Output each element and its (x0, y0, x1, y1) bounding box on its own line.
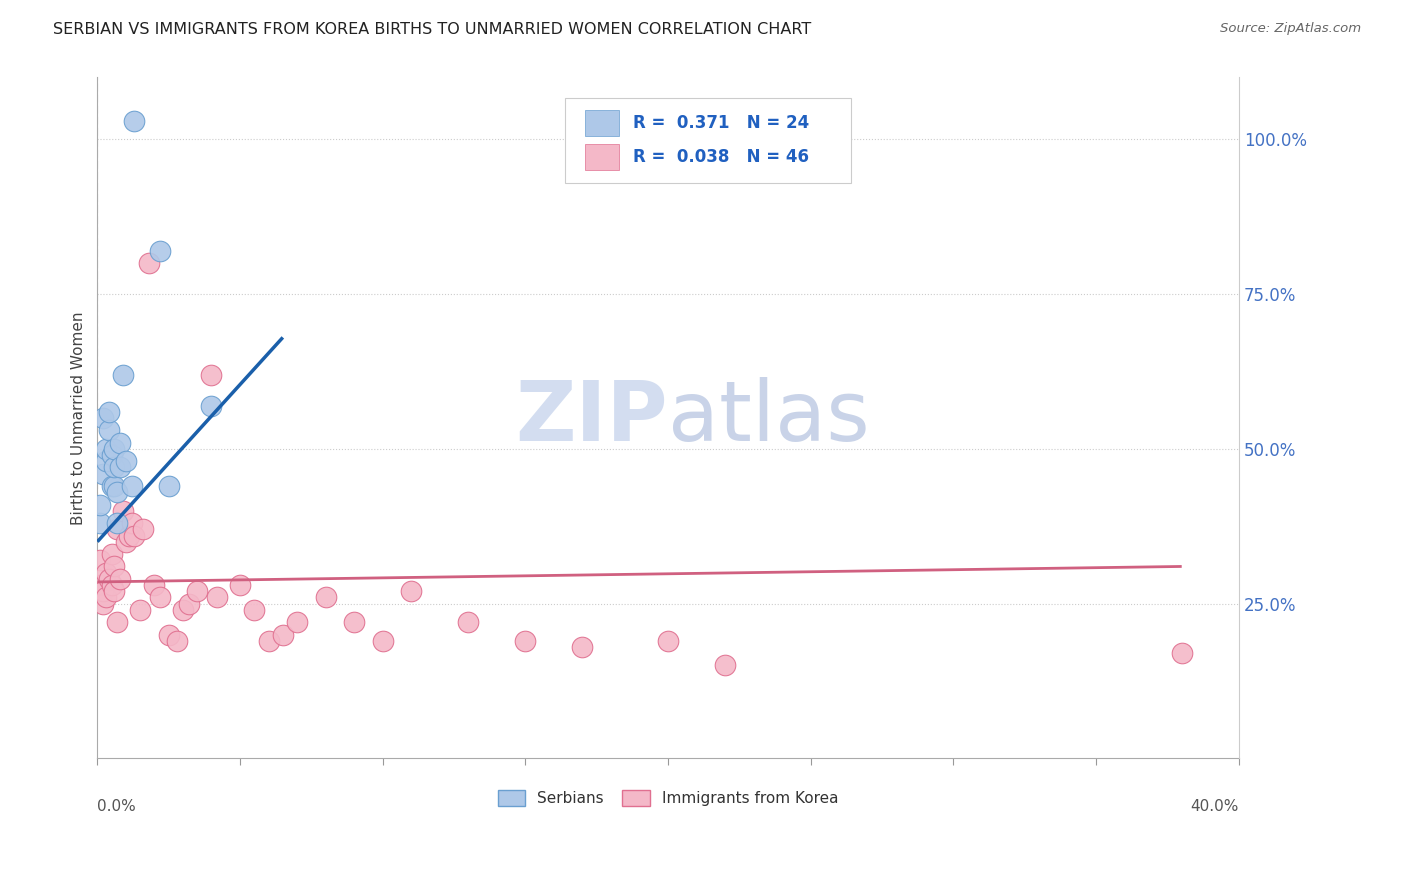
Point (343, 615, 366, 629)
Point (124, 113, 146, 128)
Text: atlas: atlas (668, 377, 870, 458)
Point (166, 633, 188, 648)
Point (100, 479, 122, 493)
Point (89, 516, 111, 530)
Bar (585, 145, 619, 170)
Point (89, 553, 111, 567)
Point (103, 584, 125, 599)
Text: 0.0%: 0.0% (97, 799, 136, 814)
Point (149, 244, 172, 258)
Point (371, 633, 394, 648)
Point (91, 410, 114, 425)
Legend: Serbians, Immigrants from Korea: Serbians, Immigrants from Korea (492, 784, 845, 812)
Point (94, 454, 117, 468)
Point (103, 442, 125, 456)
Point (121, 479, 143, 493)
Point (112, 504, 135, 518)
Point (315, 591, 337, 605)
Point (89, 498, 111, 512)
Point (103, 559, 125, 574)
Point (515, 633, 537, 648)
Point (97, 423, 120, 437)
Point (108, 435, 131, 450)
Point (657, 633, 679, 648)
Point (200, 399, 222, 413)
Point (177, 597, 200, 611)
Point (143, 578, 166, 592)
Point (115, 534, 138, 549)
Point (100, 578, 122, 592)
Point (121, 516, 143, 530)
Point (103, 460, 125, 475)
Point (100, 547, 122, 561)
Point (115, 454, 138, 468)
Point (105, 485, 128, 500)
Point (714, 658, 737, 673)
Point (129, 603, 152, 617)
Text: Source: ZipAtlas.com: Source: ZipAtlas.com (1220, 22, 1361, 36)
Point (97, 405, 120, 419)
Point (149, 591, 172, 605)
Point (1170, 646, 1192, 660)
Point (205, 591, 228, 605)
Point (200, 368, 222, 382)
Point (399, 584, 422, 599)
Point (186, 584, 208, 599)
Point (100, 448, 122, 462)
Point (91, 584, 114, 599)
Point (138, 256, 160, 270)
Point (285, 615, 308, 629)
Y-axis label: Births to Unmarried Women: Births to Unmarried Women (72, 311, 86, 524)
Bar (585, 110, 619, 136)
Point (97, 572, 120, 586)
Point (94, 442, 117, 456)
Point (89, 578, 111, 592)
Point (108, 572, 131, 586)
Point (105, 522, 128, 536)
Text: SERBIAN VS IMMIGRANTS FROM KOREA BIRTHS TO UNMARRIED WOMEN CORRELATION CHART: SERBIAN VS IMMIGRANTS FROM KOREA BIRTHS … (53, 22, 811, 37)
Point (91, 467, 114, 481)
Point (229, 578, 252, 592)
Text: ZIP: ZIP (516, 377, 668, 458)
Point (157, 479, 180, 493)
Point (132, 522, 155, 536)
Point (94, 591, 117, 605)
Point (103, 479, 125, 493)
Point (105, 615, 128, 629)
Point (157, 627, 180, 641)
Text: R =  0.038   N = 46: R = 0.038 N = 46 (633, 148, 808, 166)
Point (257, 633, 280, 648)
Point (172, 603, 194, 617)
Point (118, 528, 141, 542)
Point (124, 528, 146, 542)
Text: R =  0.371   N = 24: R = 0.371 N = 24 (633, 114, 808, 132)
Point (94, 566, 117, 580)
Point (105, 516, 128, 530)
Point (108, 460, 131, 475)
Point (571, 640, 593, 654)
Point (112, 368, 135, 382)
FancyBboxPatch shape (565, 98, 851, 183)
Point (457, 615, 479, 629)
Point (243, 603, 266, 617)
Point (271, 627, 294, 641)
Text: 40.0%: 40.0% (1191, 799, 1239, 814)
Point (91, 597, 114, 611)
